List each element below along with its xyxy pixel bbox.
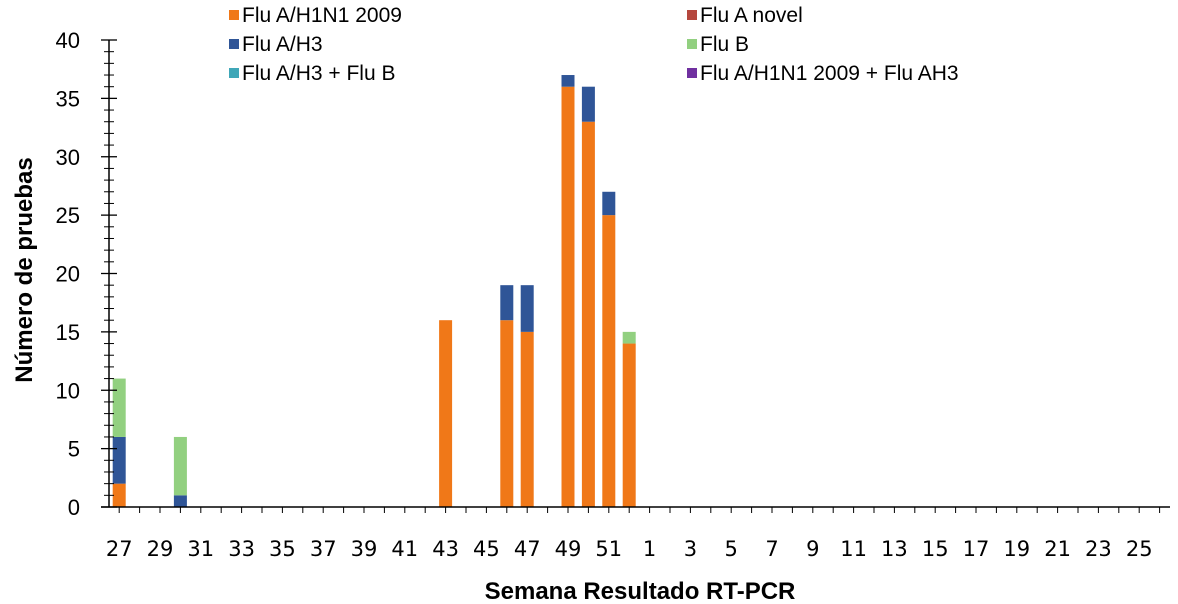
y-tick-label: 25	[56, 203, 80, 228]
x-tick-label: 37	[310, 537, 337, 561]
legend-swatch	[229, 10, 239, 20]
x-axis-title: Semana Resultado RT-PCR	[485, 578, 796, 604]
bar-segment	[500, 285, 514, 321]
x-tick-label: 13	[881, 537, 908, 561]
bar-segment	[173, 436, 187, 496]
y-tick-label: 40	[56, 28, 80, 53]
legend-swatch	[687, 39, 697, 49]
y-tick-label: 10	[56, 378, 80, 403]
bar-segment	[581, 86, 595, 122]
bar-segment	[500, 320, 514, 507]
bar-segment	[520, 331, 534, 507]
bar-segment	[173, 495, 187, 507]
legend-entry: Flu A/H3	[242, 33, 323, 56]
x-tick-label: 19	[1003, 537, 1030, 561]
bar-segment	[581, 121, 595, 507]
legend-entry: Flu A novel	[700, 4, 803, 27]
x-tick-label: 49	[555, 537, 582, 561]
x-tick-label: 1	[643, 537, 656, 561]
y-tick-label: 15	[56, 320, 80, 345]
y-axis: 0 5 10 15 20 25 30 35 40	[56, 28, 117, 520]
x-tick-label: 21	[1044, 537, 1071, 561]
x-tick-label: 41	[391, 537, 418, 561]
x-tick-label: 9	[806, 537, 819, 561]
x-tick-label: 35	[269, 537, 296, 561]
bar-segment	[602, 215, 616, 507]
x-tick-label: 43	[432, 537, 459, 561]
bar-segment	[561, 75, 575, 87]
bar-segment	[112, 436, 126, 484]
x-tick-label: 11	[840, 537, 867, 561]
x-tick-label: 23	[1085, 537, 1112, 561]
legend-entry: Flu B	[700, 33, 749, 56]
x-tick-label: 31	[187, 537, 214, 561]
y-tick-label: 5	[68, 437, 80, 462]
legend-swatch	[229, 68, 239, 78]
bar-segment	[622, 343, 636, 507]
x-tick-label: 29	[147, 537, 174, 561]
x-tick-label: 27	[106, 537, 133, 561]
x-tick-label: 51	[595, 537, 622, 561]
legend-swatch	[687, 68, 697, 78]
x-tick-label: 3	[684, 537, 697, 561]
legend-swatch	[687, 10, 697, 20]
legend-entry: Flu A/H1N1 2009	[242, 4, 402, 27]
bar-segment	[622, 331, 636, 344]
bar-segment	[439, 320, 453, 507]
x-axis: 27 29 31 33 35 37 39 41 43 45 47 49 51 1 3 5 7 9 11 13 15 17 1…	[101, 506, 1170, 561]
legend-entry: Flu A/H3 + Flu B	[242, 62, 395, 85]
y-axis-title: Número de pruebas	[11, 157, 38, 382]
x-tick-label: 15	[922, 537, 949, 561]
bar-segment	[112, 483, 126, 507]
legend-swatch	[229, 39, 239, 49]
bar-segment	[602, 191, 616, 216]
bars	[112, 75, 636, 507]
x-tick-label: 33	[228, 537, 255, 561]
x-tick-label: 5	[725, 537, 738, 561]
bar-segment	[561, 86, 575, 507]
x-tick-label: 39	[351, 537, 378, 561]
x-tick-label: 25	[1126, 537, 1153, 561]
x-tick-label: 45	[473, 537, 500, 561]
y-tick-label: 20	[56, 262, 80, 287]
y-tick-label: 0	[68, 495, 80, 520]
legend-entry: Flu A/H1N1 2009 + Flu AH3	[700, 62, 959, 85]
legend: Flu A/H1N1 2009 Flu A novel Flu A/H3 Flu B F…	[229, 4, 959, 85]
bar-segment	[520, 285, 534, 332]
bar-segment	[112, 378, 126, 437]
x-tick-label: 47	[514, 537, 541, 561]
x-tick-label: 7	[765, 537, 778, 561]
y-tick-label: 30	[56, 145, 80, 170]
y-tick-label: 35	[56, 86, 80, 111]
x-tick-label: 17	[963, 537, 990, 561]
